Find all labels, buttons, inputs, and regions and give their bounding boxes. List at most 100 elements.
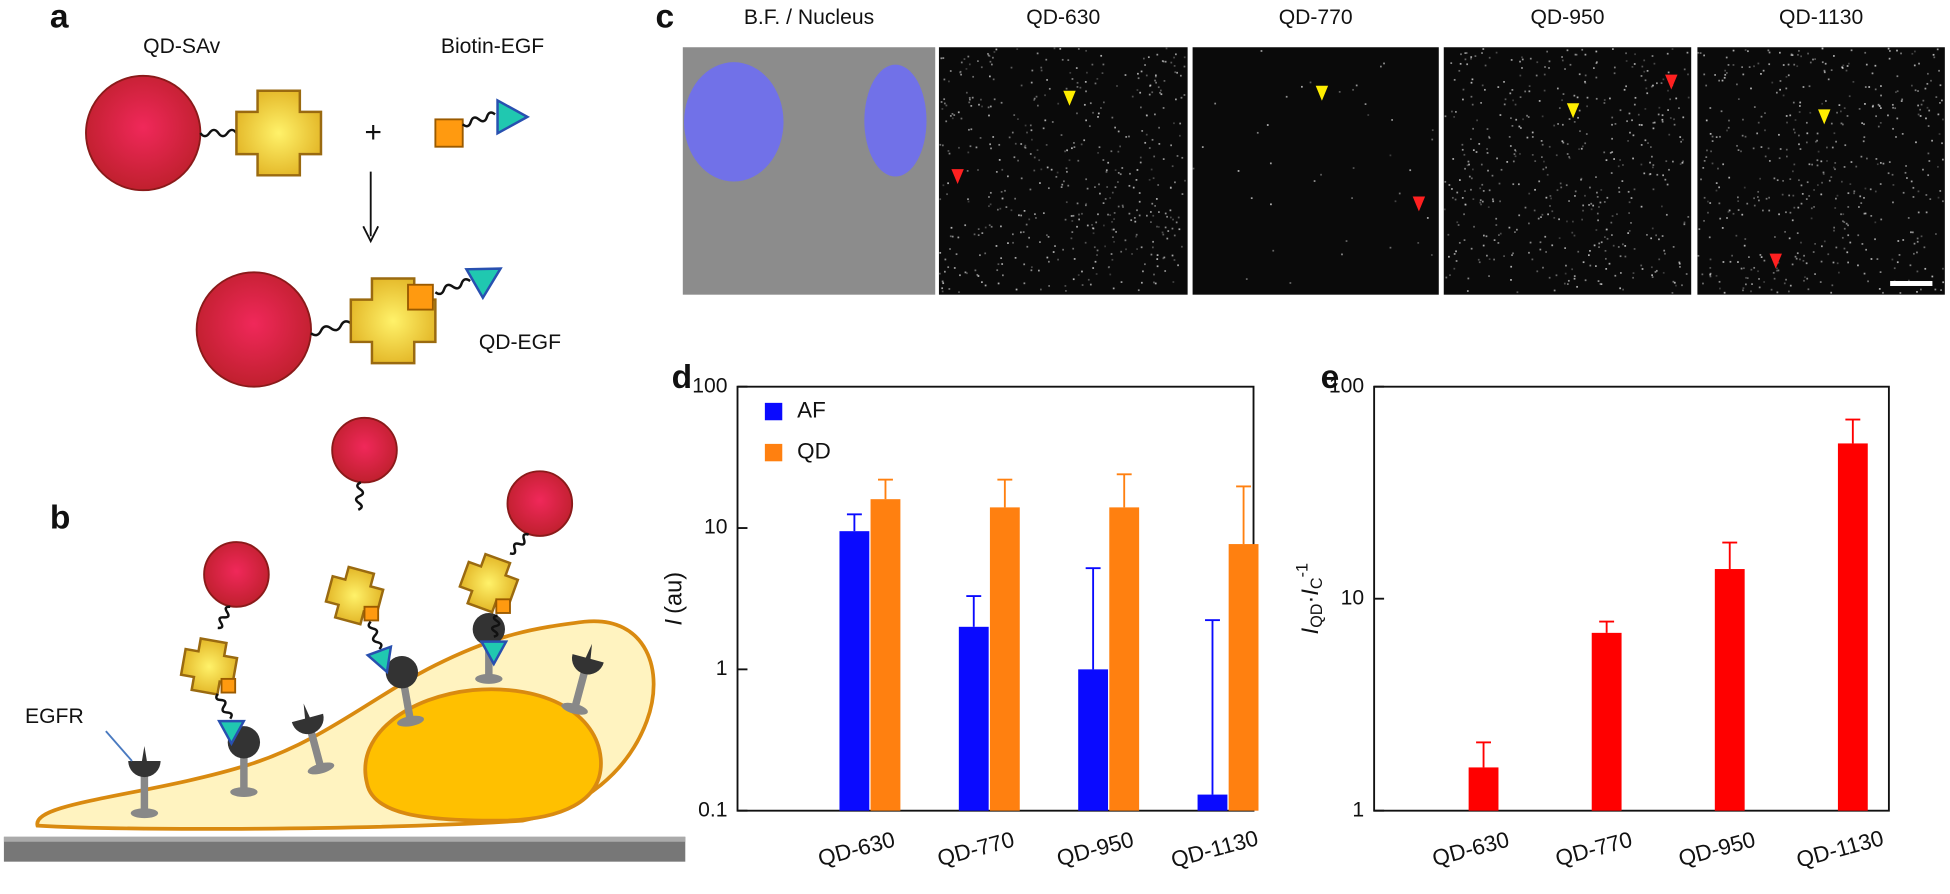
noise <box>1479 201 1482 204</box>
noise <box>1155 198 1158 200</box>
noise <box>988 55 991 57</box>
noise <box>1779 88 1782 91</box>
noise <box>1140 106 1142 109</box>
bar <box>1837 443 1868 811</box>
receptor <box>385 656 424 727</box>
noise <box>1827 253 1830 256</box>
noise <box>1150 168 1153 171</box>
noise <box>1912 186 1915 189</box>
noise <box>939 198 942 201</box>
noise <box>1548 60 1551 63</box>
panel-label: e <box>1321 359 1340 396</box>
noise <box>1582 204 1585 207</box>
noise <box>1757 121 1760 124</box>
noise <box>1151 91 1154 94</box>
noise <box>968 101 971 104</box>
noise <box>1718 186 1721 189</box>
noise <box>1898 254 1901 256</box>
noise <box>1768 196 1771 199</box>
noise <box>1735 234 1738 237</box>
noise <box>1488 189 1491 192</box>
noise <box>1539 248 1542 251</box>
noise <box>1584 142 1587 145</box>
noise <box>1744 49 1747 51</box>
noise <box>1718 202 1721 205</box>
noise <box>1589 186 1591 189</box>
noise <box>1819 281 1822 283</box>
noise <box>1605 228 1608 231</box>
noise <box>1499 200 1501 203</box>
noise <box>1135 233 1138 236</box>
noise <box>1742 118 1744 121</box>
noise <box>1053 47 1056 50</box>
pointer <box>105 730 133 762</box>
noise <box>1760 146 1763 148</box>
receptor-foot <box>130 808 159 819</box>
noise <box>1121 204 1124 207</box>
noise <box>1627 140 1629 142</box>
noise <box>1464 167 1466 170</box>
noise <box>1826 160 1828 162</box>
panel-label: d <box>672 359 693 396</box>
noise <box>941 290 944 293</box>
noise <box>1181 245 1183 248</box>
noise <box>1201 146 1204 148</box>
noise <box>1024 144 1027 147</box>
noise <box>1605 159 1608 162</box>
noise <box>1763 259 1766 262</box>
noise <box>1651 155 1653 158</box>
receptor-stem <box>485 639 493 679</box>
noise <box>1925 211 1928 214</box>
noise <box>1468 163 1470 166</box>
noise <box>1562 93 1565 95</box>
noise <box>1595 229 1598 231</box>
noise <box>1667 109 1669 111</box>
noise <box>1105 169 1108 172</box>
noise <box>1463 153 1466 156</box>
noise <box>1175 221 1178 224</box>
noise <box>958 146 960 149</box>
noise <box>1048 285 1051 287</box>
noise <box>1076 81 1079 84</box>
quantum-dot <box>506 470 574 537</box>
noise <box>1301 85 1303 88</box>
noise <box>1065 87 1068 90</box>
noise <box>1477 258 1480 261</box>
noise <box>1882 291 1884 294</box>
noise <box>1167 230 1170 232</box>
noise <box>1588 204 1590 206</box>
noise <box>1758 286 1761 289</box>
noise <box>1545 196 1548 199</box>
noise <box>1863 123 1865 126</box>
noise <box>1737 261 1739 263</box>
noise <box>1584 279 1587 282</box>
noise <box>1431 138 1434 141</box>
noise <box>1563 282 1566 285</box>
noise <box>1491 198 1494 201</box>
noise <box>1809 111 1812 114</box>
noise <box>1179 122 1182 125</box>
noise <box>1798 179 1800 182</box>
noise <box>1589 249 1591 252</box>
noise <box>1896 90 1899 93</box>
noise <box>1863 272 1866 275</box>
noise <box>1662 174 1665 177</box>
noise <box>1031 138 1033 141</box>
noise <box>1078 218 1080 221</box>
noise <box>964 224 967 227</box>
noise <box>1938 69 1940 72</box>
noise <box>1171 254 1174 257</box>
noise <box>1097 213 1099 216</box>
noise <box>1924 87 1927 90</box>
biotin <box>407 283 434 311</box>
noise <box>1487 169 1489 172</box>
noise <box>993 98 996 101</box>
noise <box>1814 140 1817 143</box>
noise <box>1471 78 1474 81</box>
noise <box>1060 186 1063 188</box>
noise <box>1104 198 1107 200</box>
noise <box>1531 154 1534 156</box>
scale-bar <box>1890 281 1933 286</box>
noise <box>1622 288 1624 291</box>
noise <box>1177 264 1179 267</box>
